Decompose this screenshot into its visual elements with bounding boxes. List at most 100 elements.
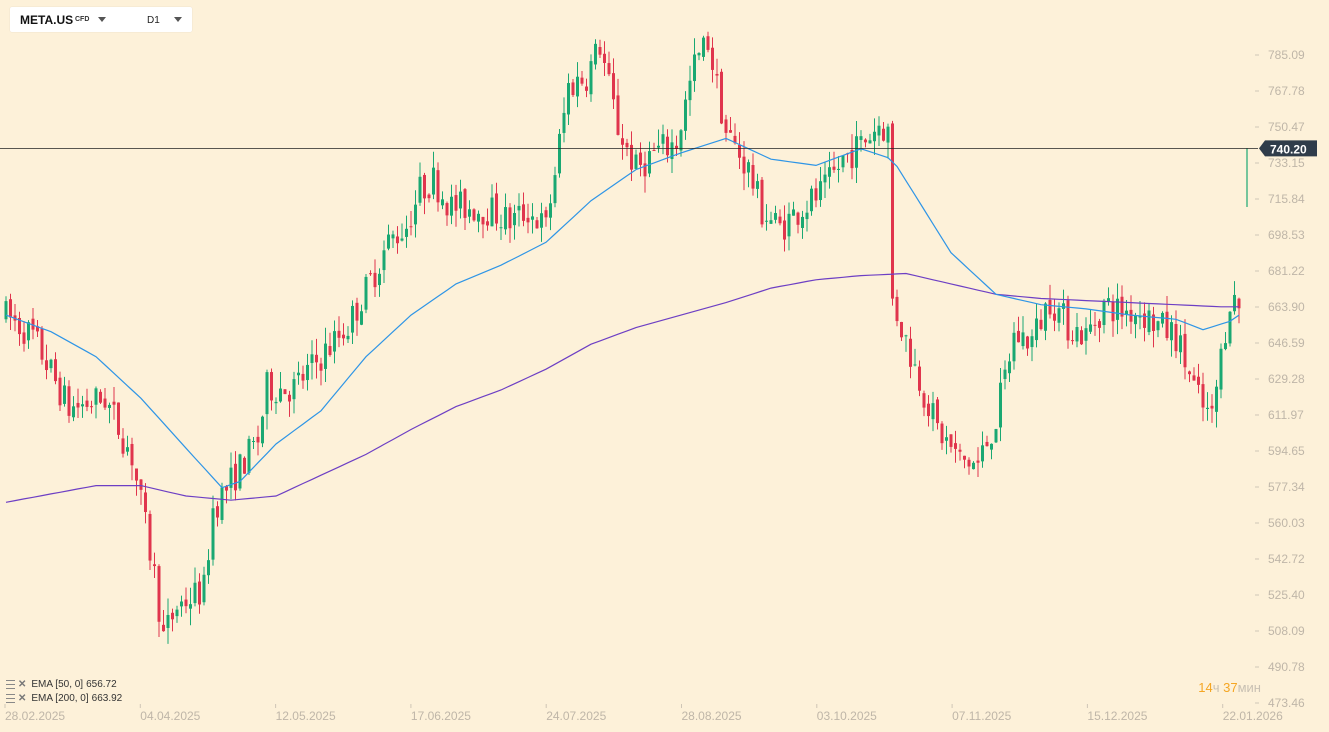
y-tick-label: 750.47 (1268, 120, 1305, 134)
candle-body (1066, 300, 1070, 341)
candle-body (1120, 296, 1124, 317)
candle-body (828, 167, 831, 177)
candle-body (1102, 300, 1106, 326)
x-tick-label: 17.06.2025 (411, 709, 471, 723)
candle-body (454, 195, 458, 211)
close-icon[interactable]: ✕ (18, 679, 27, 690)
candle-body (994, 429, 998, 443)
y-tick-label: 767.78 (1268, 84, 1305, 98)
candle-body (1048, 299, 1052, 315)
y-tick-label: 560.03 (1268, 516, 1305, 530)
candle-body (162, 624, 165, 632)
candle-body (720, 71, 723, 124)
ema200-line (5, 272, 1239, 503)
candle-body (184, 599, 188, 607)
chevron-down-icon[interactable] (98, 17, 106, 22)
candle-body (1125, 310, 1128, 315)
indicator-legend-ema50: ✕ EMA [50, 0] 656.72 (6, 679, 117, 690)
candle-body (675, 145, 678, 149)
chevron-down-icon[interactable] (174, 17, 182, 22)
candle-body (324, 343, 327, 369)
candle-body (841, 155, 845, 168)
candle-body (702, 37, 705, 57)
candle-body (778, 216, 782, 224)
candle-body (1147, 310, 1151, 333)
candle-body (427, 194, 431, 199)
candle-body (486, 221, 489, 226)
candle-body (400, 238, 404, 241)
settings-lines-icon[interactable] (6, 680, 15, 689)
candle-body (45, 360, 48, 371)
settings-lines-icon[interactable] (6, 694, 15, 703)
candle-body (1219, 348, 1223, 390)
candle-body (211, 508, 215, 560)
candle-body (931, 403, 935, 420)
candle-body (310, 354, 314, 364)
price-tag-bg (1259, 140, 1317, 157)
timer-minutes-unit: мин (1237, 680, 1261, 695)
candle-body (544, 210, 548, 218)
y-tick-label: 629.28 (1268, 372, 1305, 386)
candle-body (247, 438, 251, 473)
y-tick-label: 715.84 (1268, 192, 1305, 206)
candle-body (751, 165, 755, 189)
candle-body (1134, 315, 1137, 325)
y-tick-label: 646.59 (1268, 336, 1305, 350)
y-tick-label: 542.72 (1268, 552, 1305, 566)
candle-body (495, 193, 498, 224)
x-tick-label: 12.05.2025 (276, 709, 336, 723)
candle-body (85, 400, 89, 407)
candle-body (1026, 336, 1029, 349)
close-icon[interactable]: ✕ (18, 693, 27, 704)
candle-body (1012, 332, 1016, 362)
candle-body (378, 273, 381, 286)
indicator-value: 656.72 (86, 679, 117, 690)
y-tick-label: 525.40 (1268, 588, 1305, 602)
candle-body (1111, 301, 1115, 322)
candle-body (274, 401, 278, 404)
candle-body (607, 63, 611, 75)
timeframe-label[interactable]: D1 (147, 15, 160, 26)
candle-body (261, 416, 264, 444)
candle-body (301, 373, 305, 381)
symbol-selector[interactable]: META.US CFD D1 (10, 7, 192, 32)
candle-body (639, 152, 642, 165)
y-tick-label: 681.22 (1268, 264, 1305, 278)
candle-body (517, 205, 521, 211)
candle-body (859, 136, 863, 140)
candle-body (418, 176, 422, 203)
candle-body (895, 296, 899, 322)
candle-body (292, 379, 296, 400)
candle-body (391, 234, 395, 239)
candle-body (193, 582, 197, 604)
candle-body (855, 136, 858, 168)
candle-body (1129, 309, 1133, 322)
candle-body (760, 179, 764, 225)
candle-body (1179, 335, 1182, 353)
candle-body (1075, 327, 1079, 342)
candle-body (949, 434, 953, 447)
candle-body (972, 462, 975, 470)
candle-body (747, 162, 750, 173)
candle-body (535, 220, 539, 229)
candle-body (990, 443, 993, 450)
candle-body (954, 443, 957, 449)
candle-body (135, 468, 138, 481)
candle-body (351, 305, 354, 333)
candle-body (369, 273, 372, 275)
candle-body (18, 317, 21, 335)
candle-body (697, 52, 701, 56)
candle-body (540, 213, 543, 228)
candle-body (913, 364, 917, 366)
candle-body (1003, 369, 1007, 380)
candle-body (936, 399, 939, 424)
candle-body (1183, 333, 1187, 368)
candle-body (364, 276, 368, 310)
candle-body (733, 135, 737, 144)
candle-body (1053, 313, 1056, 321)
candle-body (1224, 343, 1227, 350)
candle-body (886, 126, 890, 143)
candle-body (873, 131, 876, 142)
